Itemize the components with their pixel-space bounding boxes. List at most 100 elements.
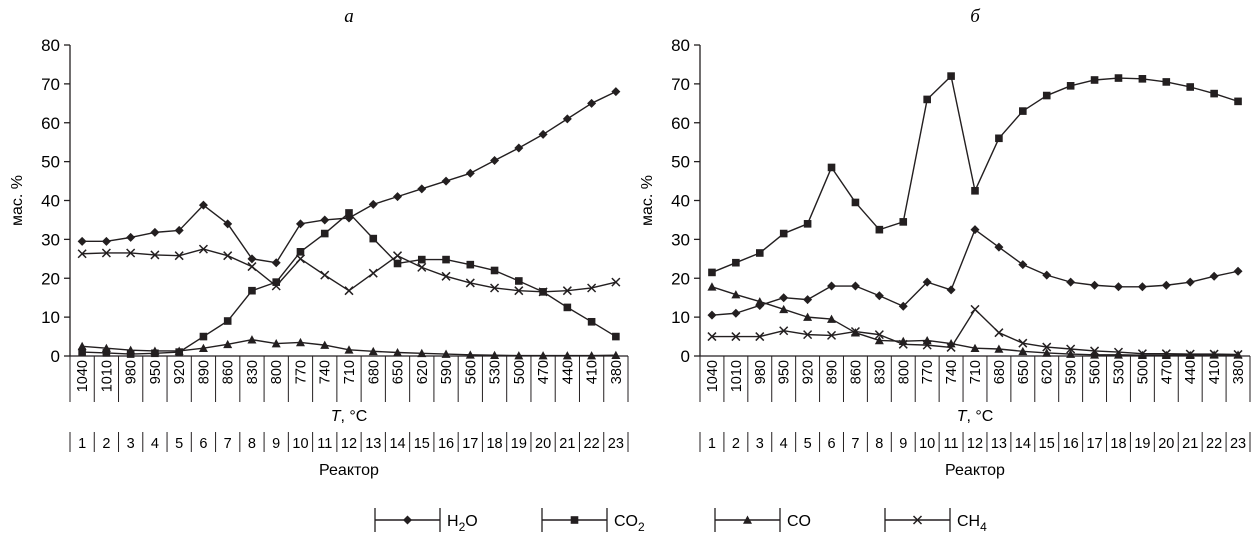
data-point [874,335,884,345]
data-point [417,255,426,264]
data-point [271,258,281,268]
data-point [296,248,305,256]
x-tick-label: 890 [825,360,841,384]
series-ch4 [77,244,621,297]
reactor-number: 11 [944,436,959,452]
legend-item: CO2 [541,508,645,534]
reactor-number: 14 [1015,436,1031,452]
legend-item: CH4 [884,508,987,534]
chart-title: б [970,6,981,27]
y-tick-label: 30 [41,230,60,249]
reactor-number: 15 [414,436,430,452]
y-tick-label: 60 [671,114,690,133]
x-tick-label: 710 [968,360,984,384]
data-point [947,72,955,80]
legend-label: CO2 [614,513,645,534]
data-point [247,262,257,272]
data-point [441,349,451,358]
data-point [101,236,111,246]
data-point [731,308,741,318]
y-axis-label: мас. % [639,175,656,226]
data-point [612,332,620,341]
legend-label: H2O [447,513,478,534]
data-point [562,286,572,296]
data-point [1018,338,1028,348]
reactor-number: 8 [248,436,256,452]
data-point [587,317,596,326]
data-point [1090,346,1100,356]
reactor-number: 19 [511,436,527,452]
reactor-number: 16 [1063,436,1079,452]
data-point [247,335,257,344]
data-point [970,225,980,235]
data-point [150,346,160,355]
data-point [514,351,524,360]
y-tick-label: 40 [41,192,60,211]
y-tick-label: 10 [671,308,690,327]
data-point [77,236,87,246]
data-point [1137,349,1147,359]
x-tick-label: 740 [318,360,334,384]
data-point [1066,82,1075,90]
data-point [538,129,548,139]
reactor-number: 16 [438,436,454,452]
data-point [971,186,979,195]
data-point [1066,277,1076,287]
x-tick-label: 860 [848,360,864,384]
data-point [417,348,427,358]
data-point [101,343,111,353]
data-point [1066,349,1076,358]
data-point [755,249,764,257]
data-point [803,312,813,321]
data-point [174,251,184,261]
reactor-axis-label: Реактор [319,462,379,479]
data-point [899,218,908,226]
x-axis-label: T, °C [957,408,994,425]
reactor-number: 10 [919,436,935,452]
x-tick-label: 920 [172,360,188,384]
data-point [994,344,1004,353]
reactor-number: 2 [102,436,110,452]
reactor-number: 5 [804,436,812,452]
data-point [1137,282,1147,292]
chart-title: а [344,6,354,27]
data-point [755,332,765,342]
x-tick-label: 500 [1135,360,1151,384]
x-tick-label: 560 [463,360,479,384]
data-point [611,87,621,97]
legend: H2O CO2 CO CH4 [374,508,987,534]
x-tick-label: 1010 [729,360,745,392]
y-tick-label: 10 [41,308,60,327]
data-point [1113,282,1123,292]
reactor-number: 3 [756,436,764,452]
x-tick-label: 440 [560,360,576,384]
reactor-number: 20 [535,436,551,452]
series-line [82,91,617,264]
data-point [490,155,500,165]
reactor-number: 12 [967,436,983,452]
data-point [731,290,741,299]
data-point [78,348,86,356]
data-point [441,271,451,281]
data-point [731,332,741,342]
data-point [126,232,136,242]
data-point [271,281,281,291]
data-point [707,282,717,291]
data-point [1090,76,1099,84]
data-point [1018,260,1028,270]
x-tick-label: 1010 [99,360,115,392]
x-tick-label: 470 [1159,360,1175,384]
y-tick-label: 70 [671,75,690,94]
data-point [1066,344,1076,354]
x-tick-label: 980 [753,360,769,384]
legend-marker-square [570,516,579,524]
reactor-number: 19 [1134,436,1150,452]
data-point [1161,280,1171,290]
data-point [1233,349,1243,359]
x-tick-label: 1040 [705,360,721,392]
x-tick-label: 650 [1016,360,1032,384]
y-tick-label: 20 [41,269,60,288]
data-point [442,255,450,264]
x-tick-label: 740 [944,360,960,384]
data-point [1113,347,1124,357]
